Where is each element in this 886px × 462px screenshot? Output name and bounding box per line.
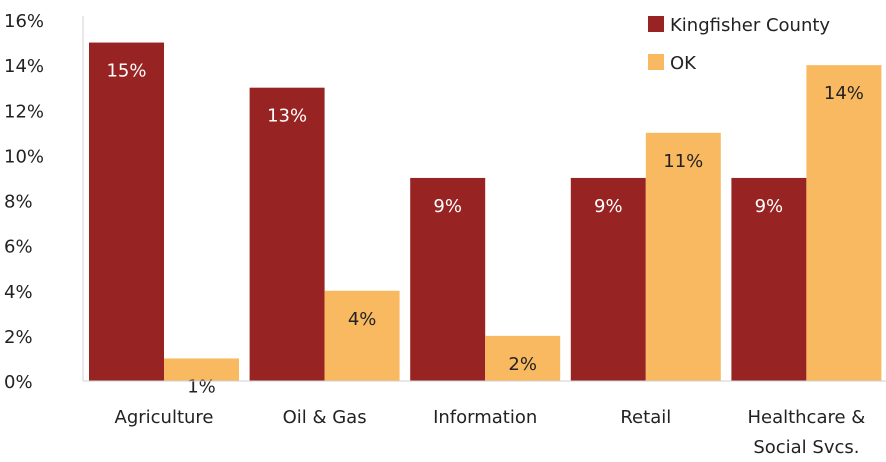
legend: Kingfisher County OK [648, 15, 830, 74]
bar-value-label: 2% [508, 354, 537, 375]
x-tick-label: Retail [620, 407, 671, 428]
bar-kingfisher-county [410, 177, 486, 381]
bar-kingfisher-county [249, 87, 325, 381]
bar-kingfisher-county [731, 177, 807, 381]
bar-value-label: 9% [755, 196, 784, 217]
bar-kingfisher-county [89, 42, 164, 381]
bar-value-label: 15% [106, 61, 146, 82]
y-tick-label: 6% [4, 237, 33, 258]
bar-value-label: 11% [663, 151, 703, 172]
bar-value-label: 9% [594, 196, 623, 217]
bars [89, 42, 882, 381]
y-tick-label: 8% [4, 192, 33, 213]
bar-ok [485, 335, 561, 381]
legend-label: Kingfisher County [670, 15, 830, 36]
y-tick-label: 12% [4, 101, 44, 122]
bar-kingfisher-county [570, 177, 646, 381]
bar-value-label: 4% [348, 309, 377, 330]
legend-swatch [648, 16, 664, 32]
y-tick-label: 10% [4, 146, 44, 167]
x-axis: Agriculture Oil & Gas Information Retail Hea… [83, 380, 886, 458]
x-tick-label: Healthcare & [747, 407, 865, 428]
x-tick-label: Information [433, 407, 537, 428]
bar-ok [645, 132, 721, 381]
y-tick-label: 2% [4, 327, 33, 348]
legend-swatch [648, 54, 664, 70]
bar-value-label: 9% [433, 196, 462, 217]
x-tick-label: Agriculture [115, 407, 214, 428]
x-tick-label: Oil & Gas [283, 407, 367, 428]
bar-ok [806, 65, 882, 381]
bar-value-label: 13% [267, 106, 307, 127]
bar-ok [164, 358, 239, 381]
data-labels: 15% 1% 13% 4% 9% 2% 9% 11% 9% 14% [106, 61, 863, 398]
bar-value-label: 14% [824, 83, 864, 104]
x-tick-label: Social Svcs. [753, 437, 859, 458]
y-tick-label: 0% [4, 372, 33, 393]
legend-label: OK [670, 53, 697, 74]
y-tick-label: 4% [4, 282, 33, 303]
y-tick-label: 14% [4, 56, 44, 77]
y-tick-label: 16% [4, 11, 44, 32]
bar-value-label: 1% [187, 376, 216, 397]
y-axis: 0% 2% 4% 6% 8% 10% 12% 14% 16% [4, 11, 84, 393]
bar-ok [324, 290, 400, 381]
